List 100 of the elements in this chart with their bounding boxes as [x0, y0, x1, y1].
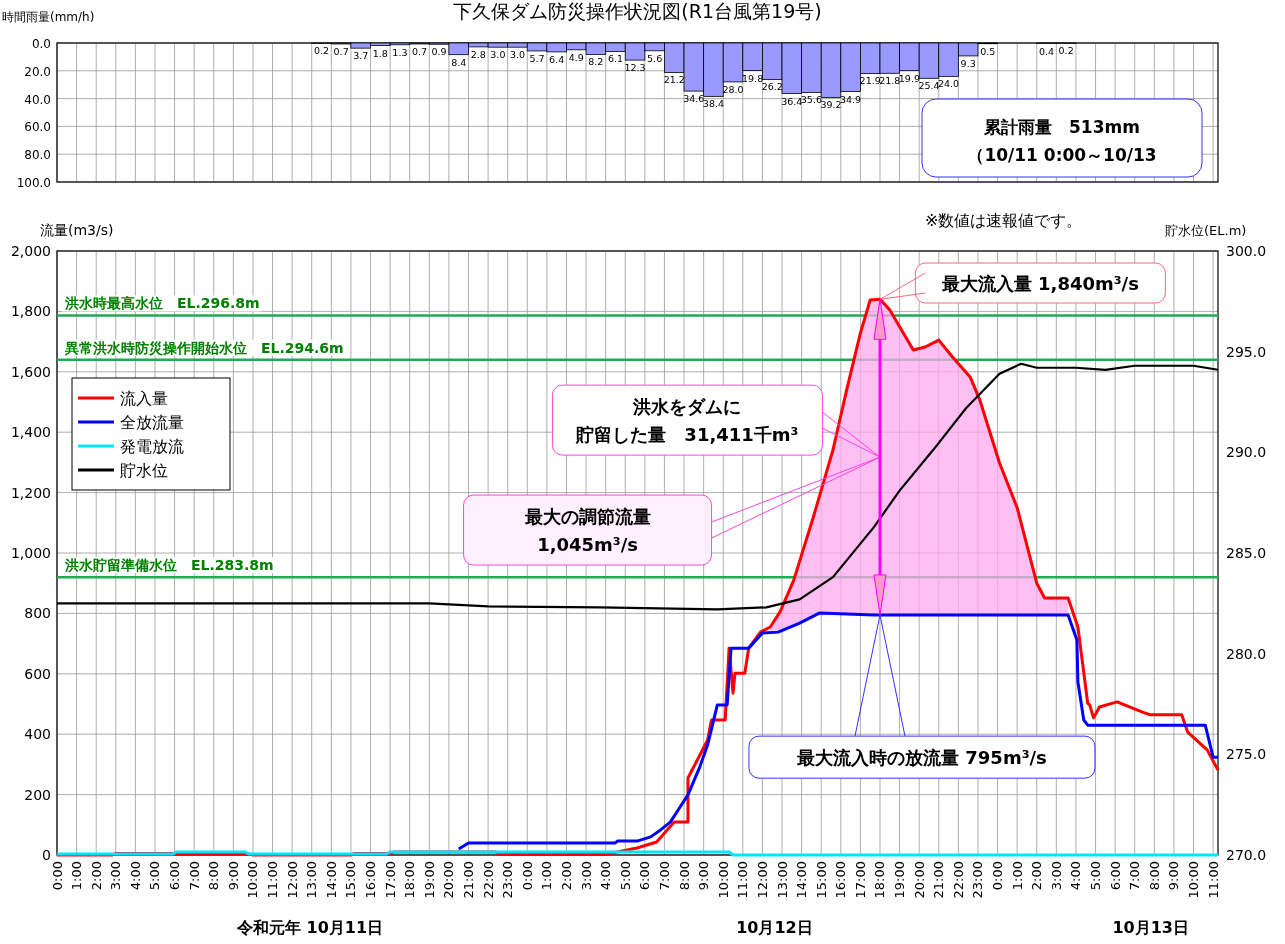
data-label: 6.1: [607, 53, 624, 65]
data-label: 19.8: [742, 72, 764, 84]
data-label: 26.2: [761, 81, 783, 93]
text: 10月13日: [1112, 918, 1189, 937]
y-tick-label: 1,000: [10, 545, 51, 561]
ref-line-label: 洪水時最高水位 EL.296.8m: [64, 295, 260, 312]
data-label: 1.8: [372, 47, 388, 59]
y-tick-label: 1,600: [10, 363, 51, 380]
y-tick-label: 0.0: [31, 37, 51, 51]
x-tick-label: 17:00: [382, 861, 398, 899]
data-label: 2.8: [470, 48, 486, 60]
x-tick-label: 2:00: [88, 861, 104, 891]
y2-tick-label: 275.0: [1226, 746, 1267, 763]
x-tick-label: 7:00: [656, 861, 672, 891]
x-tick-label: 9:00: [696, 861, 712, 891]
x-tick-label: 11:00: [735, 861, 751, 899]
x-tick-label: 0:00: [519, 861, 535, 891]
x-tick-label: 9:00: [225, 861, 241, 891]
x-tick-label: 7:00: [186, 861, 202, 891]
x-tick-label: 4:00: [1068, 861, 1084, 891]
data-label: 8.2: [588, 56, 604, 68]
data-label: 0.7: [333, 45, 349, 57]
data-label: 0.9: [431, 46, 447, 58]
annotation: 最大流入量 1,840m³/s: [940, 273, 1139, 295]
x-tick-label: 4:00: [598, 861, 614, 891]
y2-tick-label: 295.0: [1226, 343, 1267, 360]
x-tick-label: 4:00: [127, 861, 143, 891]
ref-line-label: 洪水貯留準備水位 EL.283.8m: [64, 557, 274, 574]
data-label: 5.6: [647, 52, 663, 64]
y2-tick-label: 300.0: [1226, 243, 1267, 259]
x-tick-label: 17:00: [852, 861, 868, 899]
x-tick-label: 19:00: [892, 861, 908, 899]
legend-label: 全放流量: [120, 413, 184, 432]
x-tick-label: 6:00: [1107, 861, 1123, 891]
y-tick-label: 800: [24, 605, 51, 622]
x-tick-label: 5:00: [147, 861, 163, 891]
data-label: 1.3: [392, 46, 408, 58]
x-tick-label: 10:00: [715, 861, 731, 899]
x-tick-label: 8:00: [1146, 861, 1162, 891]
y2-axis-title: 貯水位(EL.m): [1165, 223, 1247, 238]
x-tick-label: 15:00: [343, 861, 359, 899]
annotation: 最大流入時の放流量 795m³/s: [796, 747, 1047, 769]
x-tick-label: 12:00: [754, 861, 770, 899]
x-tick-label: 22:00: [950, 861, 966, 899]
data-label: 12.3: [624, 62, 646, 74]
data-label: 0.2: [313, 45, 330, 57]
y2-tick-label: 285.0: [1226, 545, 1267, 561]
y-axis-title: 時間雨量(mm/h): [2, 10, 95, 24]
text: 10月12日: [736, 918, 813, 937]
y-tick-label: 1,800: [10, 303, 51, 320]
data-label: 34.6: [683, 93, 705, 105]
data-label: 0.7: [411, 45, 428, 57]
x-tick-label: 3:00: [108, 861, 124, 891]
x-tick-label: 16:00: [833, 861, 849, 899]
x-tick-label: 11:00: [1205, 861, 1221, 899]
x-tick-label: 13:00: [774, 861, 790, 899]
x-tick-label: 20:00: [441, 861, 457, 899]
x-tick-label: 10:00: [1186, 861, 1202, 899]
data-label: 4.9: [568, 51, 584, 63]
x-tick-label: 21:00: [460, 861, 476, 899]
x-tick-label: 8:00: [206, 861, 222, 891]
x-tick-label: 16:00: [363, 861, 379, 899]
data-label: 3.0: [490, 49, 506, 61]
x-tick-label: 1:00: [69, 861, 85, 891]
legend-label: 貯水位: [120, 461, 168, 480]
legend-label: 発電放流: [120, 437, 184, 456]
x-tick-label: 20:00: [911, 861, 927, 899]
x-tick-label: 21:00: [931, 861, 947, 899]
data-label: 21.2: [663, 74, 685, 86]
y-tick-label: 1,200: [10, 484, 51, 501]
x-tick-label: 14:00: [794, 861, 810, 899]
x-tick-label: 11:00: [265, 861, 281, 899]
y-tick-label: 100.0: [16, 176, 51, 190]
x-tick-label: 2:00: [558, 861, 574, 891]
x-tick-label: 18:00: [402, 861, 418, 899]
x-tick-label: 19:00: [421, 861, 437, 899]
y-tick-label: 0: [42, 847, 51, 863]
data-label: 6.4: [549, 53, 565, 65]
y-tick-label: 40.0: [24, 92, 51, 107]
data-label: 3.0: [509, 49, 526, 61]
y-tick-label: 2,000: [10, 243, 51, 259]
x-tick-label: 13:00: [304, 861, 320, 899]
y-tick-label: 60.0: [24, 120, 51, 135]
x-tick-label: 23:00: [970, 861, 986, 899]
data-label: 9.3: [960, 57, 976, 69]
x-tick-label: 10:00: [245, 861, 261, 899]
y-tick-label: 200: [24, 786, 51, 803]
data-label: 36.4: [781, 95, 803, 107]
chart-title: 下久保ダム防災操作状況図(R1台風第19号): [453, 0, 822, 22]
x-tick-label: 7:00: [1127, 861, 1143, 891]
y2-tick-label: 270.0: [1226, 847, 1267, 863]
data-label: 0.5: [980, 45, 996, 57]
x-tick-label: 6:00: [637, 861, 653, 891]
legend-label: 流入量: [120, 389, 168, 408]
y-tick-label: 1,400: [10, 424, 51, 441]
data-label: 25.4: [918, 80, 940, 92]
x-tick-label: 18:00: [872, 861, 888, 899]
x-tick-label: 2:00: [1029, 861, 1045, 891]
data-label: 0.4: [1038, 45, 1055, 57]
y-tick-label: 20.0: [24, 64, 51, 79]
